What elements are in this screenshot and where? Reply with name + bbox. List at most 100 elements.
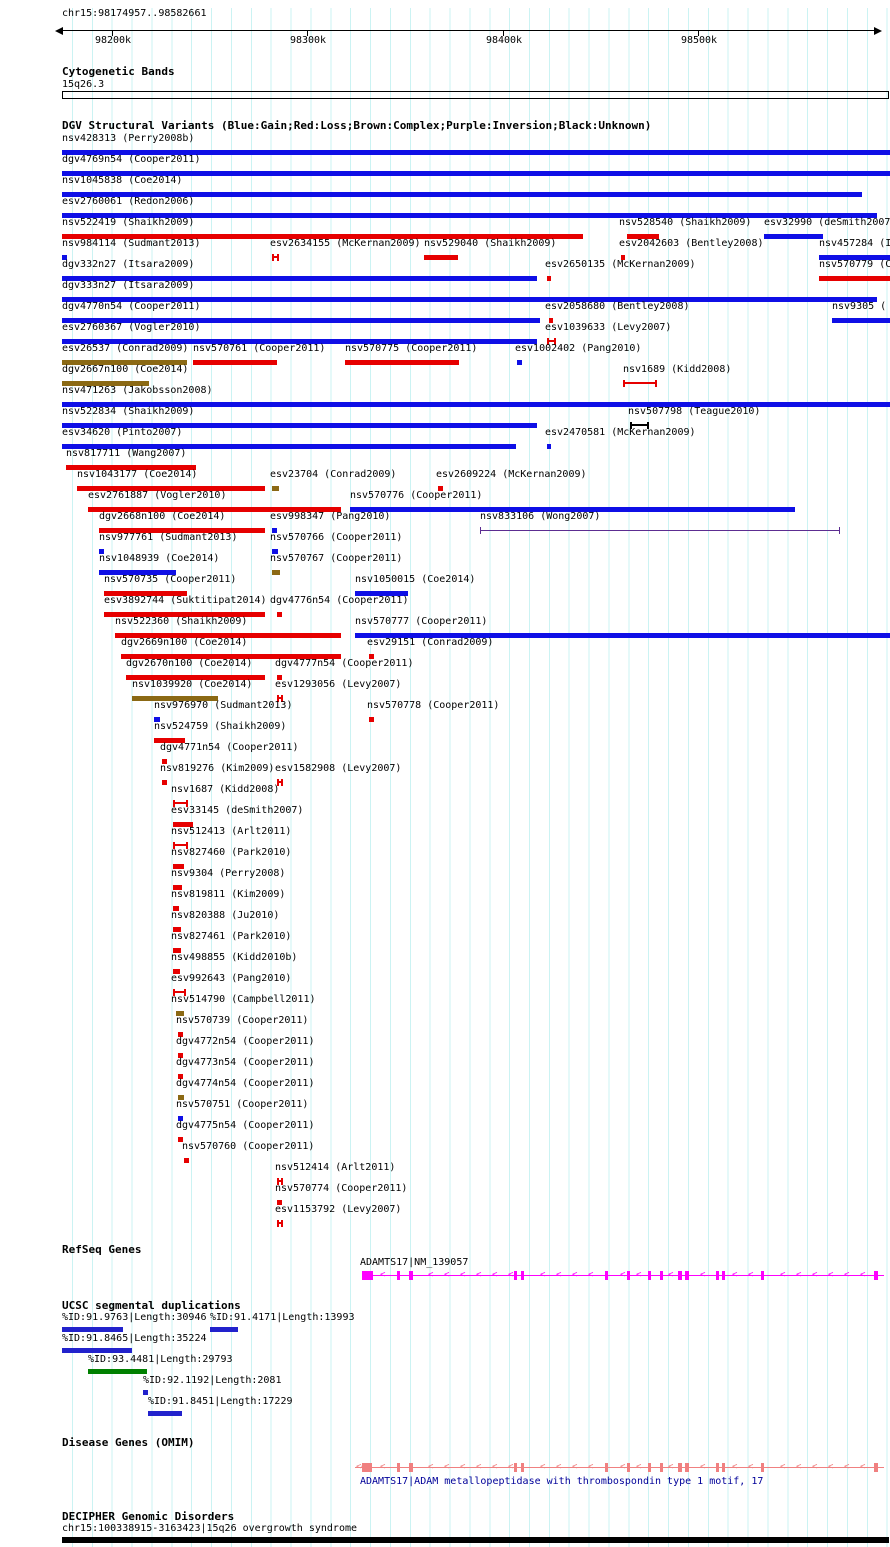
variant-label[interactable]: dgv332n27 (Itsara2009) [62,259,195,270]
variant-bar[interactable] [272,570,280,575]
variant-bar[interactable] [178,1032,183,1037]
variant-label[interactable]: nsv9305 ( [832,301,887,312]
variant-label[interactable]: nsv1045838 (Coe2014) [62,175,183,186]
variant-bar[interactable] [355,633,890,638]
variant-label[interactable]: dgv2669n100 (Coe2014) [121,637,248,648]
variant-label[interactable]: nsv522360 (Shaikh2009) [115,616,248,627]
variant-bar[interactable] [272,528,277,533]
variant-bar[interactable] [277,1200,282,1205]
variant-bar[interactable] [623,380,657,387]
gene-exon-omim[interactable] [521,1463,524,1472]
variant-label[interactable]: esv32990 (deSmith2007 [764,217,890,228]
variant-label[interactable]: esv998347 (Pang2010) [270,511,391,522]
variant-bar[interactable] [104,591,187,596]
variant-bar[interactable] [819,276,890,281]
variant-label[interactable]: esv1002402 (Pang2010) [515,343,642,354]
gene-label-refseq[interactable]: ADAMTS17|NM_139057 [360,1257,469,1268]
gene-exon-refseq[interactable] [605,1271,608,1280]
variant-bar[interactable] [173,927,181,932]
variant-bar[interactable] [62,339,537,344]
gene-exon-refseq[interactable] [685,1271,689,1280]
variant-bar[interactable] [480,527,840,534]
variant-label[interactable]: esv2760061 (Redon2006) [62,196,195,207]
variant-bar[interactable] [819,255,890,260]
variant-bar[interactable] [162,759,167,764]
variant-label[interactable]: nsv976970 (Sudmant2013) [154,700,293,711]
variant-bar[interactable] [277,675,282,680]
variant-bar[interactable] [173,989,186,996]
variant-bar[interactable] [277,1220,283,1227]
variant-label[interactable]: nsv817711 (Wang2007) [66,448,187,459]
variant-label[interactable]: nsv1043177 (Coe2014) [77,469,198,480]
variant-bar[interactable] [178,1074,183,1079]
variant-bar[interactable] [272,549,278,554]
variant-bar[interactable] [99,549,104,554]
variant-label[interactable]: dgv4775n54 (Cooper2011) [176,1120,315,1131]
variant-label[interactable]: nsv428313 (Perry2008b) [62,133,195,144]
variant-bar[interactable] [62,318,540,323]
gene-exon-refseq[interactable] [722,1271,725,1280]
variant-bar[interactable] [424,255,458,260]
segdup-label[interactable]: %ID:91.4171|Length:13993 [210,1312,355,1323]
gene-exon-omim[interactable] [874,1463,878,1472]
variant-bar[interactable] [88,507,341,512]
gene-exon-refseq[interactable] [514,1271,517,1280]
segdup-bar[interactable] [62,1327,123,1332]
gene-exon-refseq[interactable] [874,1271,878,1280]
gene-exon-omim[interactable] [362,1463,372,1472]
variant-bar[interactable] [178,1053,183,1058]
variant-bar[interactable] [62,444,516,449]
variant-label[interactable]: esv1039633 (Levy2007) [545,322,672,333]
variant-bar[interactable] [438,486,443,491]
variant-label[interactable]: nsv1687 (Kidd2008) [171,784,280,795]
variant-bar[interactable] [173,842,188,849]
variant-bar[interactable] [173,822,193,827]
variant-label[interactable]: nsv570778 (Cooper2011) [367,700,500,711]
variant-bar[interactable] [173,906,179,911]
gene-exon-refseq[interactable] [678,1271,682,1280]
variant-bar[interactable] [66,465,196,470]
variant-bar[interactable] [126,675,265,680]
gene-exon-refseq[interactable] [409,1271,413,1280]
variant-bar[interactable] [272,486,279,491]
variant-label[interactable]: nsv507798 (Teague2010) [628,406,761,417]
variant-bar[interactable] [173,948,181,953]
variant-label[interactable]: esv2650135 (McKernan2009) [545,259,696,270]
segdup-label[interactable]: %ID:91.8465|Length:35224 [62,1333,207,1344]
gene-exon-omim[interactable] [409,1463,413,1472]
variant-bar[interactable] [173,885,182,890]
variant-label[interactable]: nsv570777 (Cooper2011) [355,616,488,627]
segdup-bar[interactable] [143,1390,148,1395]
variant-bar[interactable] [62,276,537,281]
variant-label[interactable]: dgv2668n100 (Coe2014) [99,511,226,522]
variant-label[interactable]: nsv512413 (Arlt2011) [171,826,292,837]
gene-exon-refseq[interactable] [716,1271,719,1280]
gene-exon-refseq[interactable] [627,1271,630,1280]
variant-bar[interactable] [132,696,218,701]
variant-bar[interactable] [350,507,795,512]
variant-label[interactable]: esv33145 (deSmith2007) [171,805,304,816]
variant-bar[interactable] [99,570,176,575]
variant-label[interactable]: esv34620 (Pinto2007) [62,427,183,438]
variant-bar[interactable] [62,234,583,239]
gene-exon-omim[interactable] [605,1463,608,1472]
variant-label[interactable]: dgv4773n54 (Cooper2011) [176,1057,315,1068]
variant-bar[interactable] [369,717,374,722]
variant-bar[interactable] [764,234,823,239]
variant-label[interactable]: dgv4776n54 (Cooper2011) [270,595,409,606]
gene-exon-omim[interactable] [397,1463,400,1472]
variant-label[interactable]: nsv827461 (Park2010) [171,931,292,942]
variant-label[interactable]: dgv333n27 (Itsara2009) [62,280,195,291]
variant-bar[interactable] [62,192,862,197]
variant-bar[interactable] [162,780,167,785]
variant-bar[interactable] [154,738,185,743]
gene-label-omim[interactable]: ADAMTS17|ADAM metallopeptidase with thro… [360,1476,764,1487]
variant-bar[interactable] [277,779,283,786]
variant-label[interactable]: nsv833106 (Wong2007) [480,511,601,522]
variant-bar[interactable] [62,150,890,155]
variant-label[interactable]: nsv524759 (Shaikh2009) [154,721,287,732]
variant-label[interactable]: esv2760367 (Vogler2010) [62,322,201,333]
variant-bar[interactable] [277,1178,283,1185]
variant-bar[interactable] [630,422,649,429]
variant-label[interactable]: esv3892744 (Suktitipat2014) [104,595,267,606]
